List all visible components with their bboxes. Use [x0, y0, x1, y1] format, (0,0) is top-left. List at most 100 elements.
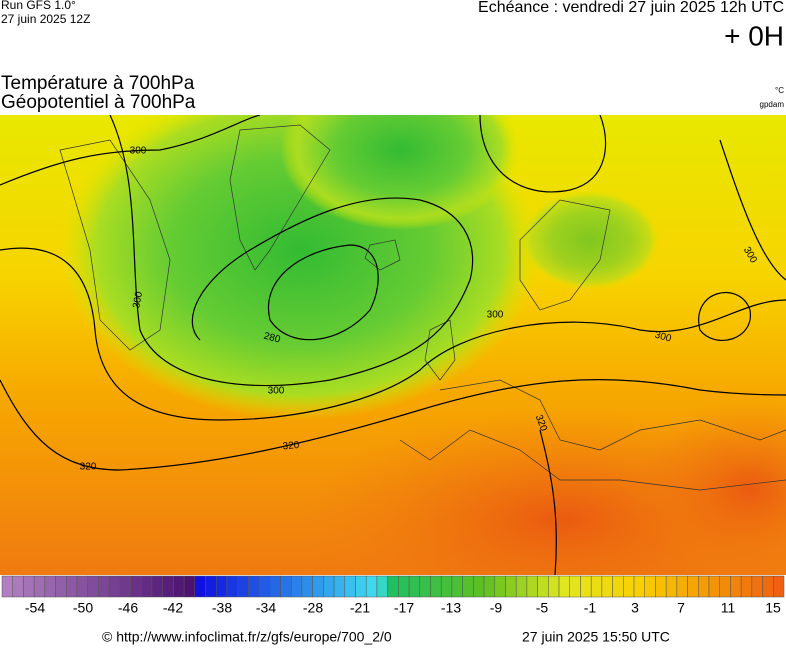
colorbar-swatch [451, 575, 463, 598]
contour-label: 300 [130, 146, 147, 157]
contour-label: 300 [487, 310, 504, 321]
colorbar-swatch [76, 575, 88, 598]
colorbar-swatch [151, 575, 163, 598]
colorbar-tick-label: -9 [490, 600, 503, 616]
colorbar-swatch [376, 575, 388, 598]
colorbar-tick-label: 15 [765, 600, 781, 616]
africa-coast [399, 429, 786, 491]
colorbar-swatch [290, 575, 303, 598]
cold-region [280, 115, 520, 230]
temperature-unit: °C [775, 86, 784, 95]
colorbar-tick-label: 3 [631, 600, 639, 616]
colorbar-swatch [87, 575, 99, 598]
colorbar-swatch [344, 575, 356, 598]
title-temperature: Température à 700hPa [1, 73, 195, 94]
colorbar-swatch [323, 575, 335, 598]
colorbar-swatch [590, 575, 603, 598]
colorbar-swatch [698, 575, 710, 598]
colorbar-swatch [623, 575, 635, 598]
colorbar-tick-label: -42 [163, 600, 183, 616]
colorbar-swatch [719, 575, 731, 598]
colorbar-tick-label: -1 [584, 600, 597, 616]
colorbar-swatch [505, 575, 517, 598]
colorbar-swatch [387, 575, 399, 598]
colorbar-swatch [365, 575, 378, 598]
colorbar-swatch [237, 575, 249, 598]
colorbar-swatch [333, 575, 346, 598]
colorbar-swatch [612, 575, 624, 598]
colorbar-swatch [462, 575, 474, 598]
contour [719, 139, 786, 281]
colorbar-swatch [633, 575, 645, 598]
contour [0, 378, 786, 471]
colorbar-swatch [430, 575, 442, 598]
contour-label: 280 [262, 331, 281, 346]
colorbar-tick-label: 11 [721, 600, 736, 616]
colorbar-swatch [773, 575, 785, 598]
colorbar-tick-label: -17 [394, 600, 414, 616]
colorbar-swatch [665, 575, 678, 598]
colorbar-swatch [408, 575, 421, 598]
colorbar-swatch [483, 575, 496, 598]
colorbar-swatch [730, 575, 742, 598]
contour [267, 244, 379, 341]
warm-region [630, 400, 786, 575]
run-label: Run GFS 1.0° [1, 0, 76, 12]
colorbar-swatch [644, 575, 656, 598]
colorbar-swatch [33, 575, 46, 598]
valid-time: Echéance : vendredi 27 juin 2025 12h UTC [478, 0, 784, 16]
colorbar-swatch [248, 575, 260, 598]
colorbar-swatch [419, 575, 431, 598]
contour [698, 292, 751, 341]
contour-label: 320 [80, 462, 97, 473]
contour [109, 115, 474, 387]
colorbar-swatch [194, 575, 206, 598]
colorbar-swatch [173, 575, 185, 598]
colorbar-swatch [258, 575, 271, 598]
colorbar-swatch [494, 575, 506, 598]
cold-region [520, 190, 660, 290]
colorbar-swatch [762, 575, 774, 598]
colorbar-swatch [162, 575, 174, 598]
colorbar-swatch [740, 575, 753, 598]
scandinavia-coast [519, 199, 611, 311]
geopotential-unit: gpdam [760, 100, 785, 109]
colorbar-swatch [205, 575, 217, 598]
colorbar-swatch [515, 575, 528, 598]
colorbar-swatch [269, 575, 281, 598]
colorbar-swatch [98, 575, 110, 598]
colorbar-swatch [312, 575, 324, 598]
colorbar-swatch [473, 575, 485, 598]
source-url: © http://www.infoclimat.fr/z/gfs/europe/… [102, 629, 392, 645]
colorbar-swatch [215, 575, 228, 598]
colorbar-tick-label: -38 [212, 600, 232, 616]
colorbar-swatch [23, 575, 35, 598]
colorbar-swatch [687, 575, 699, 598]
contour-label: 300 [653, 330, 672, 345]
colorbar-swatch [601, 575, 613, 598]
europe-coast [439, 379, 786, 451]
colorbar-tick-label: -21 [350, 600, 370, 616]
colorbar-swatch [280, 575, 292, 598]
colorbar-swatch [66, 575, 78, 598]
lead-time: + 0H [724, 20, 784, 51]
colorbar-swatch [119, 575, 131, 598]
contour-label: 320 [282, 440, 300, 452]
contour [0, 115, 261, 186]
colorbar-swatch [44, 575, 56, 598]
colorbar-swatch [130, 575, 142, 598]
colorbar-swatch [440, 575, 453, 598]
colorbar-swatch [558, 575, 571, 598]
iceland-coast [364, 239, 401, 271]
colorbar-tick-label: -50 [73, 600, 93, 616]
colorbar-swatch [537, 575, 549, 598]
colorbar-swatch [548, 575, 560, 598]
colorbar-swatch [108, 575, 121, 598]
colorbar-tick-label: -5 [536, 600, 549, 616]
generated-time: 27 juin 2025 15:50 UTC [522, 629, 670, 645]
colorbar-swatch [183, 575, 196, 598]
colorbar-swatch [526, 575, 538, 598]
